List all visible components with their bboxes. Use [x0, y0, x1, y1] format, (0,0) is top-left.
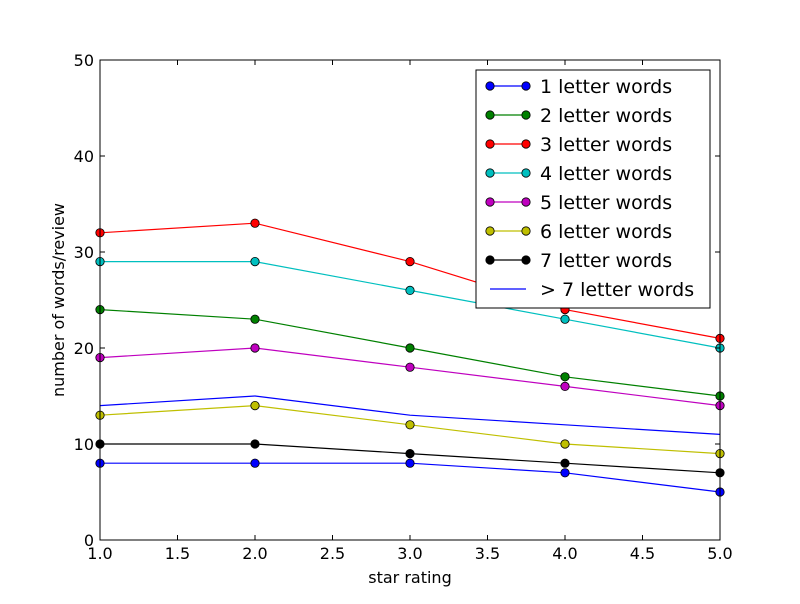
legend-item: 4 letter words [485, 163, 672, 185]
x-tick-label: 1.5 [165, 544, 190, 563]
series-8 [99, 395, 721, 435]
legend-marker [521, 81, 531, 91]
data-point [405, 420, 415, 430]
x-tick-label: 3.5 [475, 544, 500, 563]
legend-marker [485, 197, 495, 207]
data-point [250, 256, 260, 267]
legend-item: 5 letter words [485, 192, 672, 214]
legend-label: 2 letter words [540, 105, 672, 127]
data-point [405, 285, 415, 295]
data-point [560, 381, 570, 391]
data-point [250, 458, 260, 468]
y-tick-label: 10 [74, 435, 94, 454]
legend-marker [485, 168, 495, 178]
legend-frame [475, 69, 711, 309]
data-point [560, 439, 570, 449]
legend-marker [521, 255, 531, 265]
legend-item: 1 letter words [485, 76, 672, 98]
legend-item: > 7 letter words [490, 279, 694, 301]
data-point [405, 256, 415, 267]
data-point [405, 343, 415, 353]
data-point [405, 362, 415, 372]
legend-item: 2 letter words [485, 105, 672, 127]
data-point [405, 448, 415, 459]
legend-label: 5 letter words [540, 192, 672, 214]
x-axis-label: star rating [368, 568, 451, 587]
legend-marker [521, 110, 531, 120]
y-tick-label: 40 [74, 147, 94, 166]
ticks-layer: 1.0 1.5 2.0 2.5 3.0 3.5 4.0 4.5 5.0 0 10 20 30 40 50 [74, 51, 733, 563]
legend-marker [485, 110, 495, 120]
data-point [250, 218, 260, 228]
legend-label: 3 letter words [540, 134, 672, 156]
x-tick-label: 4.5 [630, 544, 655, 563]
legend-item: 6 letter words [485, 221, 672, 243]
y-tick-label: 50 [74, 51, 94, 70]
legend-marker [485, 255, 495, 265]
legend-marker [485, 226, 495, 236]
x-tick-label: 2.0 [242, 544, 267, 563]
y-tick-label: 20 [74, 339, 94, 358]
data-point [250, 439, 260, 449]
legend-label: 1 letter words [540, 76, 672, 98]
legend-marker [521, 139, 531, 149]
y-tick-label: 30 [74, 243, 94, 262]
data-point [250, 343, 260, 353]
legend-item: 7 letter words [485, 250, 672, 272]
legend-item: 3 letter words [485, 134, 672, 156]
legend-marker [485, 139, 495, 149]
legend-marker [485, 81, 495, 91]
series-1 [95, 458, 725, 497]
data-point [560, 372, 570, 382]
legend-label: > 7 letter words [540, 279, 694, 301]
x-tick-label: 1.0 [87, 544, 112, 563]
data-point [560, 468, 570, 478]
x-tick-label: 5.0 [707, 544, 732, 563]
legend: 1 letter words 2 letter words 3 letter wor… [475, 69, 711, 309]
legend-marker [521, 168, 531, 178]
data-point [250, 314, 260, 324]
data-point [250, 400, 260, 411]
legend-label: 6 letter words [540, 221, 672, 243]
legend-label: 7 letter words [540, 250, 672, 272]
x-tick-label: 3.0 [397, 544, 422, 563]
legend-marker [521, 226, 531, 236]
y-tick-label: 0 [84, 531, 94, 550]
legend-label: 4 letter words [540, 163, 672, 185]
legend-marker [521, 197, 531, 207]
data-point [405, 458, 415, 468]
data-point [560, 314, 570, 324]
x-tick-label: 2.5 [320, 544, 345, 563]
data-point [560, 458, 570, 468]
series-line [99, 395, 721, 435]
y-axis-label: number of words/review [49, 203, 68, 397]
x-tick-label: 4.0 [552, 544, 577, 563]
